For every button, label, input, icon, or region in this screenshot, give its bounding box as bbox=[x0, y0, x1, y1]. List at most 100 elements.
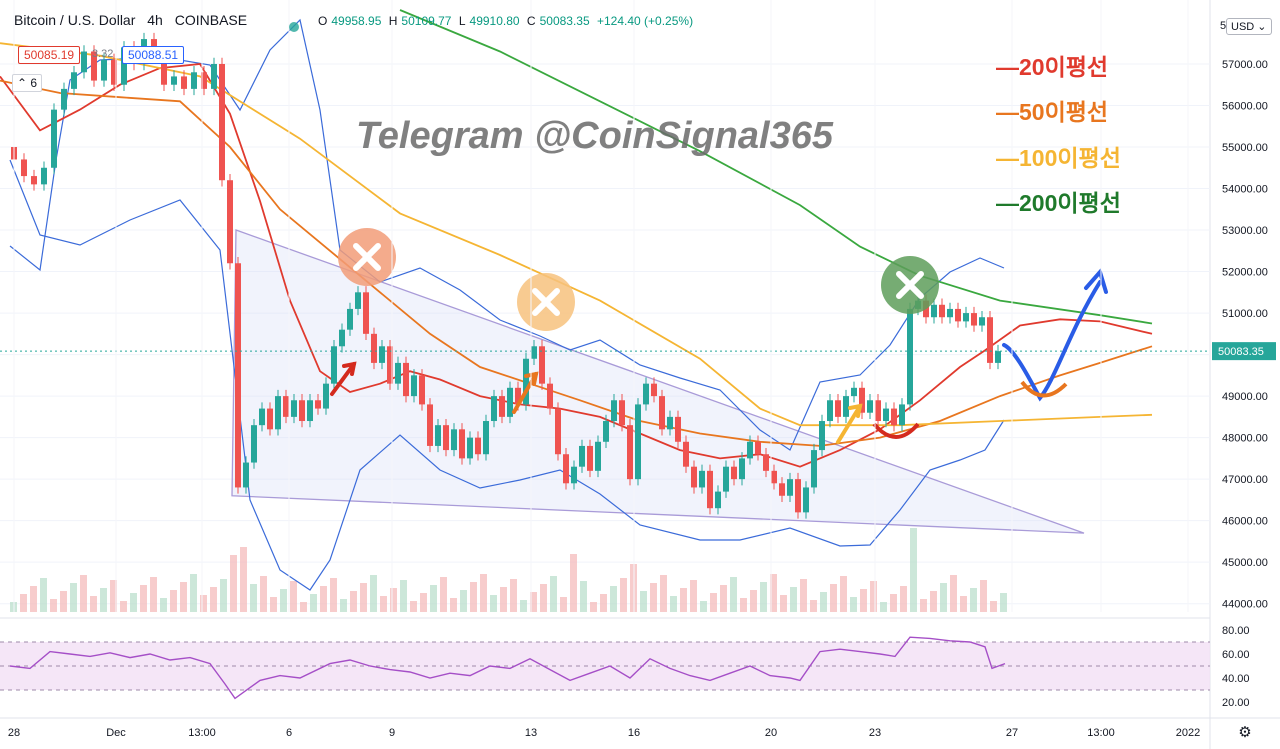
reject-marker-1-x-icon bbox=[353, 243, 381, 271]
ma-line-ma50 bbox=[0, 79, 1153, 447]
forecast-arrowhead bbox=[1084, 267, 1108, 294]
currency-select[interactable]: USD ⌄ bbox=[1226, 18, 1272, 35]
candle bbox=[499, 396, 505, 417]
x-tick-label: 9 bbox=[389, 727, 395, 739]
bid-price[interactable]: 50085.19 bbox=[18, 46, 81, 64]
market-status-icon bbox=[289, 22, 299, 32]
y-tick-label: 57000.00 bbox=[1222, 59, 1268, 71]
y-tick-label: 48000.00 bbox=[1222, 433, 1268, 445]
candle bbox=[243, 462, 249, 488]
chevron-down-icon: ⌄ bbox=[1257, 21, 1267, 33]
y-tick-label: 54000.00 bbox=[1222, 184, 1268, 196]
candle bbox=[323, 383, 329, 409]
interval-label[interactable]: 4h bbox=[147, 12, 163, 28]
y-tick-label: 51000.00 bbox=[1222, 308, 1268, 320]
candle bbox=[715, 491, 721, 509]
volume-bar bbox=[110, 580, 117, 612]
volume-bar bbox=[460, 590, 467, 612]
volume-bar bbox=[420, 593, 427, 612]
arrow-red bbox=[330, 362, 356, 396]
candle bbox=[835, 400, 841, 417]
candle bbox=[475, 437, 481, 455]
x-tick-label: 13:00 bbox=[1087, 727, 1115, 739]
candle bbox=[427, 404, 433, 446]
volume-bar bbox=[390, 588, 397, 612]
candle bbox=[939, 304, 945, 318]
candle bbox=[963, 313, 969, 322]
candle bbox=[411, 375, 417, 397]
arrow-orange-head bbox=[524, 371, 539, 386]
volume-bar bbox=[850, 597, 857, 612]
ask-price[interactable]: 50088.51 bbox=[122, 46, 185, 64]
volume-bar bbox=[430, 585, 437, 612]
candle bbox=[971, 313, 977, 326]
volume-bar bbox=[230, 555, 237, 612]
ma-line-ma200 bbox=[399, 9, 1153, 325]
candle bbox=[755, 441, 761, 455]
volume-bar bbox=[620, 578, 627, 612]
volume-bar bbox=[140, 585, 147, 612]
candle bbox=[819, 421, 825, 451]
volume-bar bbox=[510, 579, 517, 612]
candle bbox=[51, 109, 57, 168]
volume-bar bbox=[880, 602, 887, 612]
volume-bar bbox=[640, 591, 647, 612]
volume-bar bbox=[960, 596, 967, 612]
volume-bar bbox=[50, 599, 57, 612]
volume-bar bbox=[820, 592, 827, 612]
candle bbox=[659, 396, 665, 430]
candle bbox=[851, 387, 857, 397]
candle bbox=[827, 400, 833, 422]
volume-bar bbox=[330, 578, 337, 612]
indicator-count: 6 bbox=[30, 76, 38, 90]
bollinger-lower bbox=[9, 159, 1005, 591]
legend-ma50: —50이평선 bbox=[996, 99, 1109, 125]
candle bbox=[979, 317, 985, 326]
currency-prefix: 5 bbox=[1220, 20, 1227, 32]
candle bbox=[635, 404, 641, 480]
volume-bar bbox=[980, 580, 987, 612]
volume-bar bbox=[310, 594, 317, 612]
candle bbox=[355, 292, 361, 309]
rsi-band bbox=[0, 642, 1210, 690]
candle bbox=[211, 63, 217, 89]
candle bbox=[395, 362, 401, 384]
volume-bar bbox=[250, 584, 257, 612]
volume-bar bbox=[490, 595, 497, 612]
arrow-red-head bbox=[342, 361, 357, 376]
symbol-header[interactable]: Bitcoin / U.S. Dollar 4h COINBASE bbox=[14, 12, 255, 28]
volume-bar bbox=[670, 596, 677, 612]
indicator-toggle[interactable]: ⌃ 6 bbox=[12, 74, 43, 92]
volume-bar bbox=[500, 587, 507, 612]
y-tick-label: 52000.00 bbox=[1222, 267, 1268, 279]
x-tick-label: 28 bbox=[8, 727, 20, 739]
volume-bar bbox=[380, 596, 387, 612]
volume-bar bbox=[120, 601, 127, 612]
candle bbox=[691, 466, 697, 488]
candle bbox=[403, 362, 409, 397]
candle bbox=[899, 404, 905, 426]
close-value: 50083.35 bbox=[539, 14, 590, 28]
x-tick-label: 27 bbox=[1006, 727, 1018, 739]
volume-bar bbox=[760, 582, 767, 612]
candle bbox=[723, 466, 729, 492]
volume-bar bbox=[70, 583, 77, 612]
candle bbox=[563, 454, 569, 484]
candle bbox=[61, 88, 67, 110]
volume-bar bbox=[450, 598, 457, 612]
volume-bar bbox=[220, 579, 227, 612]
volume-bar bbox=[350, 591, 357, 612]
candle bbox=[181, 76, 187, 89]
volume-bar bbox=[900, 586, 907, 612]
y-tick-label: 56000.00 bbox=[1222, 100, 1268, 112]
candle bbox=[371, 333, 377, 363]
volume-bar bbox=[700, 601, 707, 612]
volume-bar bbox=[280, 589, 287, 612]
volume-bar bbox=[270, 597, 277, 612]
volume-bar bbox=[740, 598, 747, 612]
volume-bar bbox=[950, 575, 957, 612]
gear-icon[interactable]: ⚙ bbox=[1238, 724, 1251, 741]
candle bbox=[101, 59, 107, 81]
